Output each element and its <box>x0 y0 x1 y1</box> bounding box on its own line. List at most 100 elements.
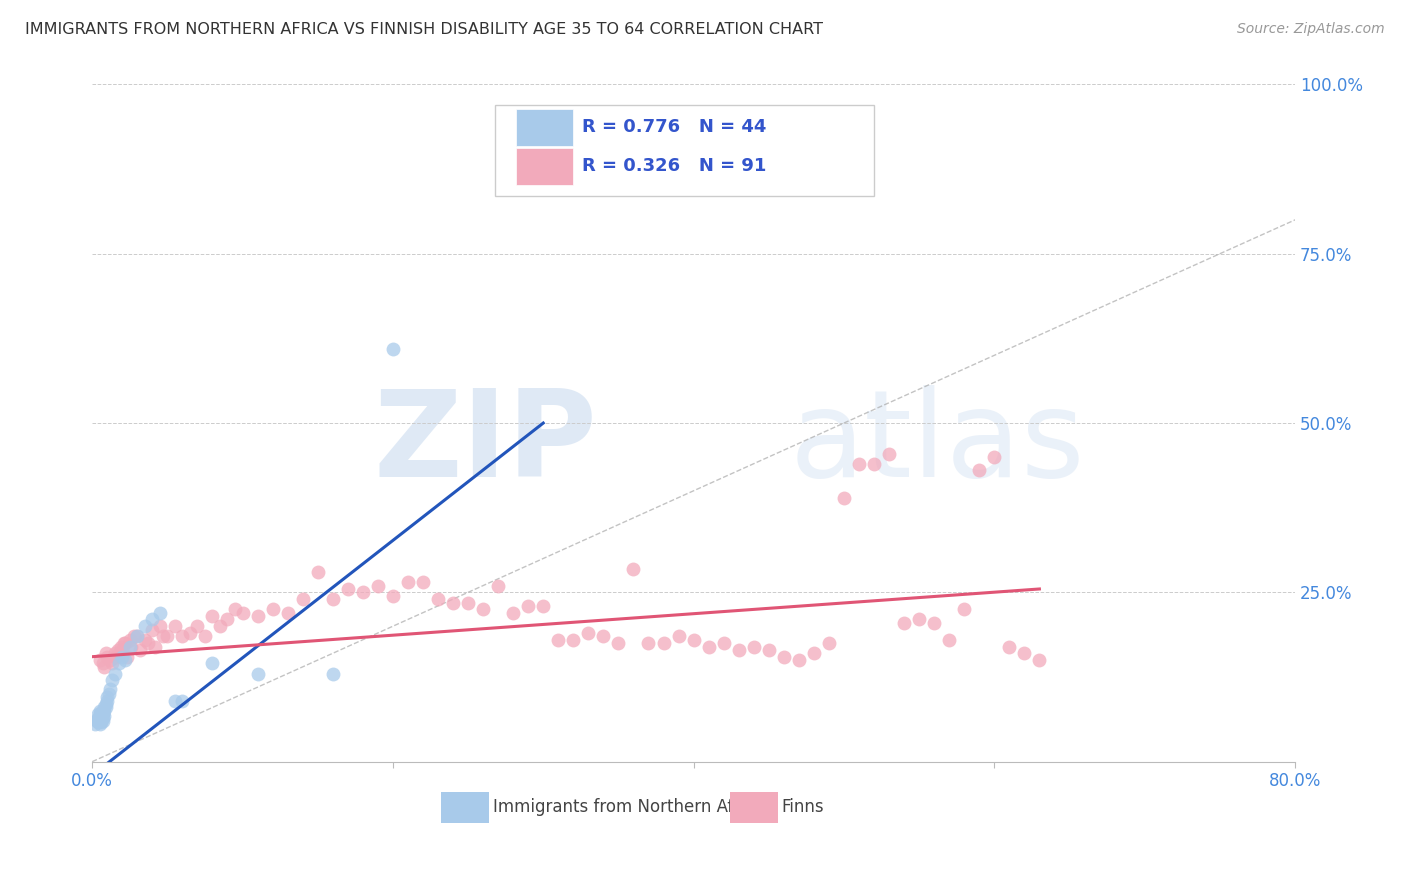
Point <box>224 602 246 616</box>
Point <box>89 717 111 731</box>
Point <box>93 708 115 723</box>
Point <box>108 657 131 671</box>
Point <box>143 640 166 654</box>
FancyBboxPatch shape <box>516 109 574 145</box>
Point <box>112 636 135 650</box>
Point <box>96 690 118 705</box>
Text: Immigrants from Northern Africa: Immigrants from Northern Africa <box>492 798 763 816</box>
Point <box>983 450 1005 464</box>
Point <box>922 615 945 630</box>
FancyBboxPatch shape <box>730 792 778 822</box>
Point <box>94 700 117 714</box>
Point <box>90 706 112 720</box>
Point <box>172 629 194 643</box>
Point <box>90 713 112 727</box>
Point <box>90 708 112 723</box>
Point <box>427 592 450 607</box>
Point <box>111 643 134 657</box>
Point <box>89 653 111 667</box>
Point <box>100 657 122 671</box>
Point <box>152 629 174 643</box>
Point <box>307 565 329 579</box>
Point <box>727 643 749 657</box>
Point <box>877 446 900 460</box>
Point <box>246 609 269 624</box>
Point <box>94 697 117 711</box>
Text: R = 0.326   N = 91: R = 0.326 N = 91 <box>582 157 766 176</box>
Text: atlas: atlas <box>790 384 1085 502</box>
Point <box>172 694 194 708</box>
Point <box>441 595 464 609</box>
Point <box>742 640 765 654</box>
Point <box>1028 653 1050 667</box>
Point <box>111 649 134 664</box>
Point <box>637 636 659 650</box>
Point <box>893 615 915 630</box>
Point <box>93 700 115 714</box>
Point <box>217 612 239 626</box>
FancyBboxPatch shape <box>495 104 875 196</box>
Point <box>94 646 117 660</box>
Point <box>96 649 118 664</box>
Point <box>163 694 186 708</box>
Point <box>87 707 110 722</box>
Text: Finns: Finns <box>782 798 824 816</box>
Point <box>186 619 208 633</box>
Point <box>194 629 217 643</box>
Point <box>787 653 810 667</box>
Point <box>98 653 121 667</box>
Point <box>179 626 201 640</box>
Point <box>118 632 141 647</box>
Point <box>115 649 138 664</box>
Point <box>291 592 314 607</box>
Point <box>682 632 704 647</box>
Point <box>100 673 122 688</box>
Point <box>127 629 149 643</box>
FancyBboxPatch shape <box>441 792 489 822</box>
Point <box>129 643 152 657</box>
Point <box>607 636 630 650</box>
Point <box>104 646 127 660</box>
Point <box>998 640 1021 654</box>
Point <box>89 711 111 725</box>
Point <box>547 632 569 647</box>
Point <box>262 602 284 616</box>
Point <box>592 629 614 643</box>
Point <box>91 714 114 728</box>
Point <box>472 602 495 616</box>
Point <box>91 704 114 718</box>
Point <box>486 578 509 592</box>
Point <box>89 704 111 718</box>
Point <box>86 714 108 728</box>
Point <box>531 599 554 613</box>
Point <box>89 714 111 728</box>
Point <box>396 575 419 590</box>
Point <box>623 562 645 576</box>
Point <box>277 606 299 620</box>
Point <box>90 715 112 730</box>
Point <box>562 632 585 647</box>
Point <box>114 653 136 667</box>
Point <box>108 646 131 660</box>
Point <box>84 717 107 731</box>
Point <box>697 640 720 654</box>
Point <box>201 609 224 624</box>
Point <box>163 619 186 633</box>
Point <box>381 342 404 356</box>
Point <box>967 463 990 477</box>
Text: R = 0.776   N = 44: R = 0.776 N = 44 <box>582 119 766 136</box>
Point <box>107 643 129 657</box>
Point <box>141 612 163 626</box>
Point <box>863 457 886 471</box>
Point <box>91 707 114 722</box>
Point <box>134 619 156 633</box>
Point <box>91 657 114 671</box>
Point <box>97 687 120 701</box>
Text: Source: ZipAtlas.com: Source: ZipAtlas.com <box>1237 22 1385 37</box>
Point <box>91 711 114 725</box>
Point <box>367 578 389 592</box>
Point <box>772 649 794 664</box>
Point <box>93 704 115 718</box>
Point <box>201 657 224 671</box>
Point <box>322 666 344 681</box>
